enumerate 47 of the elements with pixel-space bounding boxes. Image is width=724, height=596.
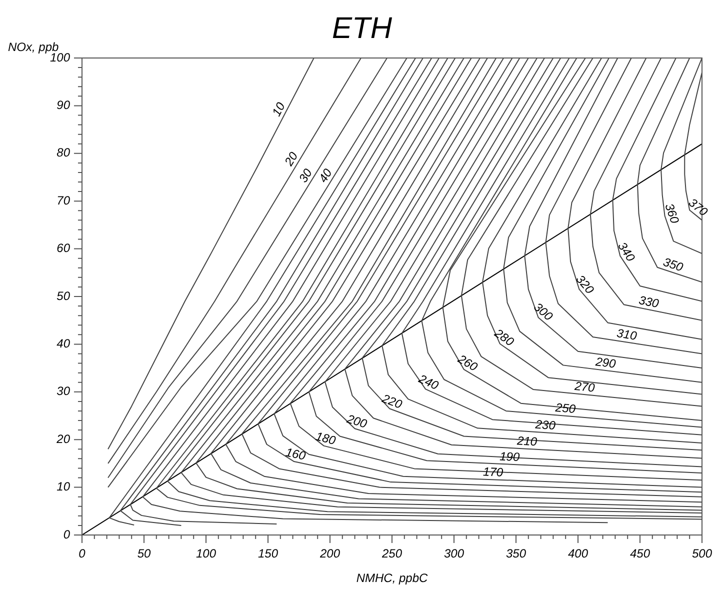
x-tick-label: 250 <box>380 546 402 561</box>
text: 40 <box>316 166 335 185</box>
y-tick-label: 90 <box>56 98 70 112</box>
x-tick-label: 500 <box>692 546 712 561</box>
x-tick-label: 0 <box>78 546 86 561</box>
x-tick-label: 300 <box>444 546 464 561</box>
text: 180 <box>314 429 338 448</box>
text: 280 <box>491 325 517 350</box>
y-tick-label: 50 <box>56 288 70 303</box>
y-tick-label: 60 <box>56 241 70 256</box>
x-axis-title: NMHC, ppbC <box>356 571 428 586</box>
y-tick-label: 70 <box>56 193 70 208</box>
y-tick-label: 30 <box>56 384 70 398</box>
text: 320 <box>573 272 598 297</box>
series-label: 190 <box>499 449 520 464</box>
x-tick-label: 100 <box>196 546 216 561</box>
series-label: 230 <box>534 417 556 433</box>
x-tick-label: 150 <box>258 546 278 561</box>
text: 300 <box>531 300 556 324</box>
text: 310 <box>616 326 638 343</box>
x-tick-label: 400 <box>568 546 588 561</box>
text: 260 <box>454 351 480 374</box>
text: 10 <box>269 100 288 118</box>
text: 290 <box>594 354 617 371</box>
series-label: 210 <box>516 434 538 449</box>
x-tick-label: 350 <box>506 546 526 561</box>
text: 370 <box>686 195 711 220</box>
text: 220 <box>379 391 404 412</box>
y-tick-label: 10 <box>56 480 70 494</box>
series-label: 250 <box>554 400 576 416</box>
y-tick-label: 20 <box>56 432 70 446</box>
text: 360 <box>662 202 682 226</box>
y-tick-label: 40 <box>56 336 70 351</box>
chart-title: ETH <box>332 12 392 45</box>
series-label: 170 <box>482 464 504 480</box>
x-tick-label: 200 <box>318 546 340 561</box>
x-tick-label: 50 <box>137 546 151 561</box>
text: 340 <box>615 240 638 264</box>
text: 240 <box>416 371 441 393</box>
text: 200 <box>344 411 369 432</box>
text: 160 <box>284 445 308 464</box>
text: 350 <box>661 254 686 274</box>
text: 270 <box>573 378 596 395</box>
x-tick-label: 450 <box>630 546 650 561</box>
text: 330 <box>638 292 660 311</box>
y-tick-label: 0 <box>63 527 70 542</box>
y-tick-label: 80 <box>56 146 70 160</box>
